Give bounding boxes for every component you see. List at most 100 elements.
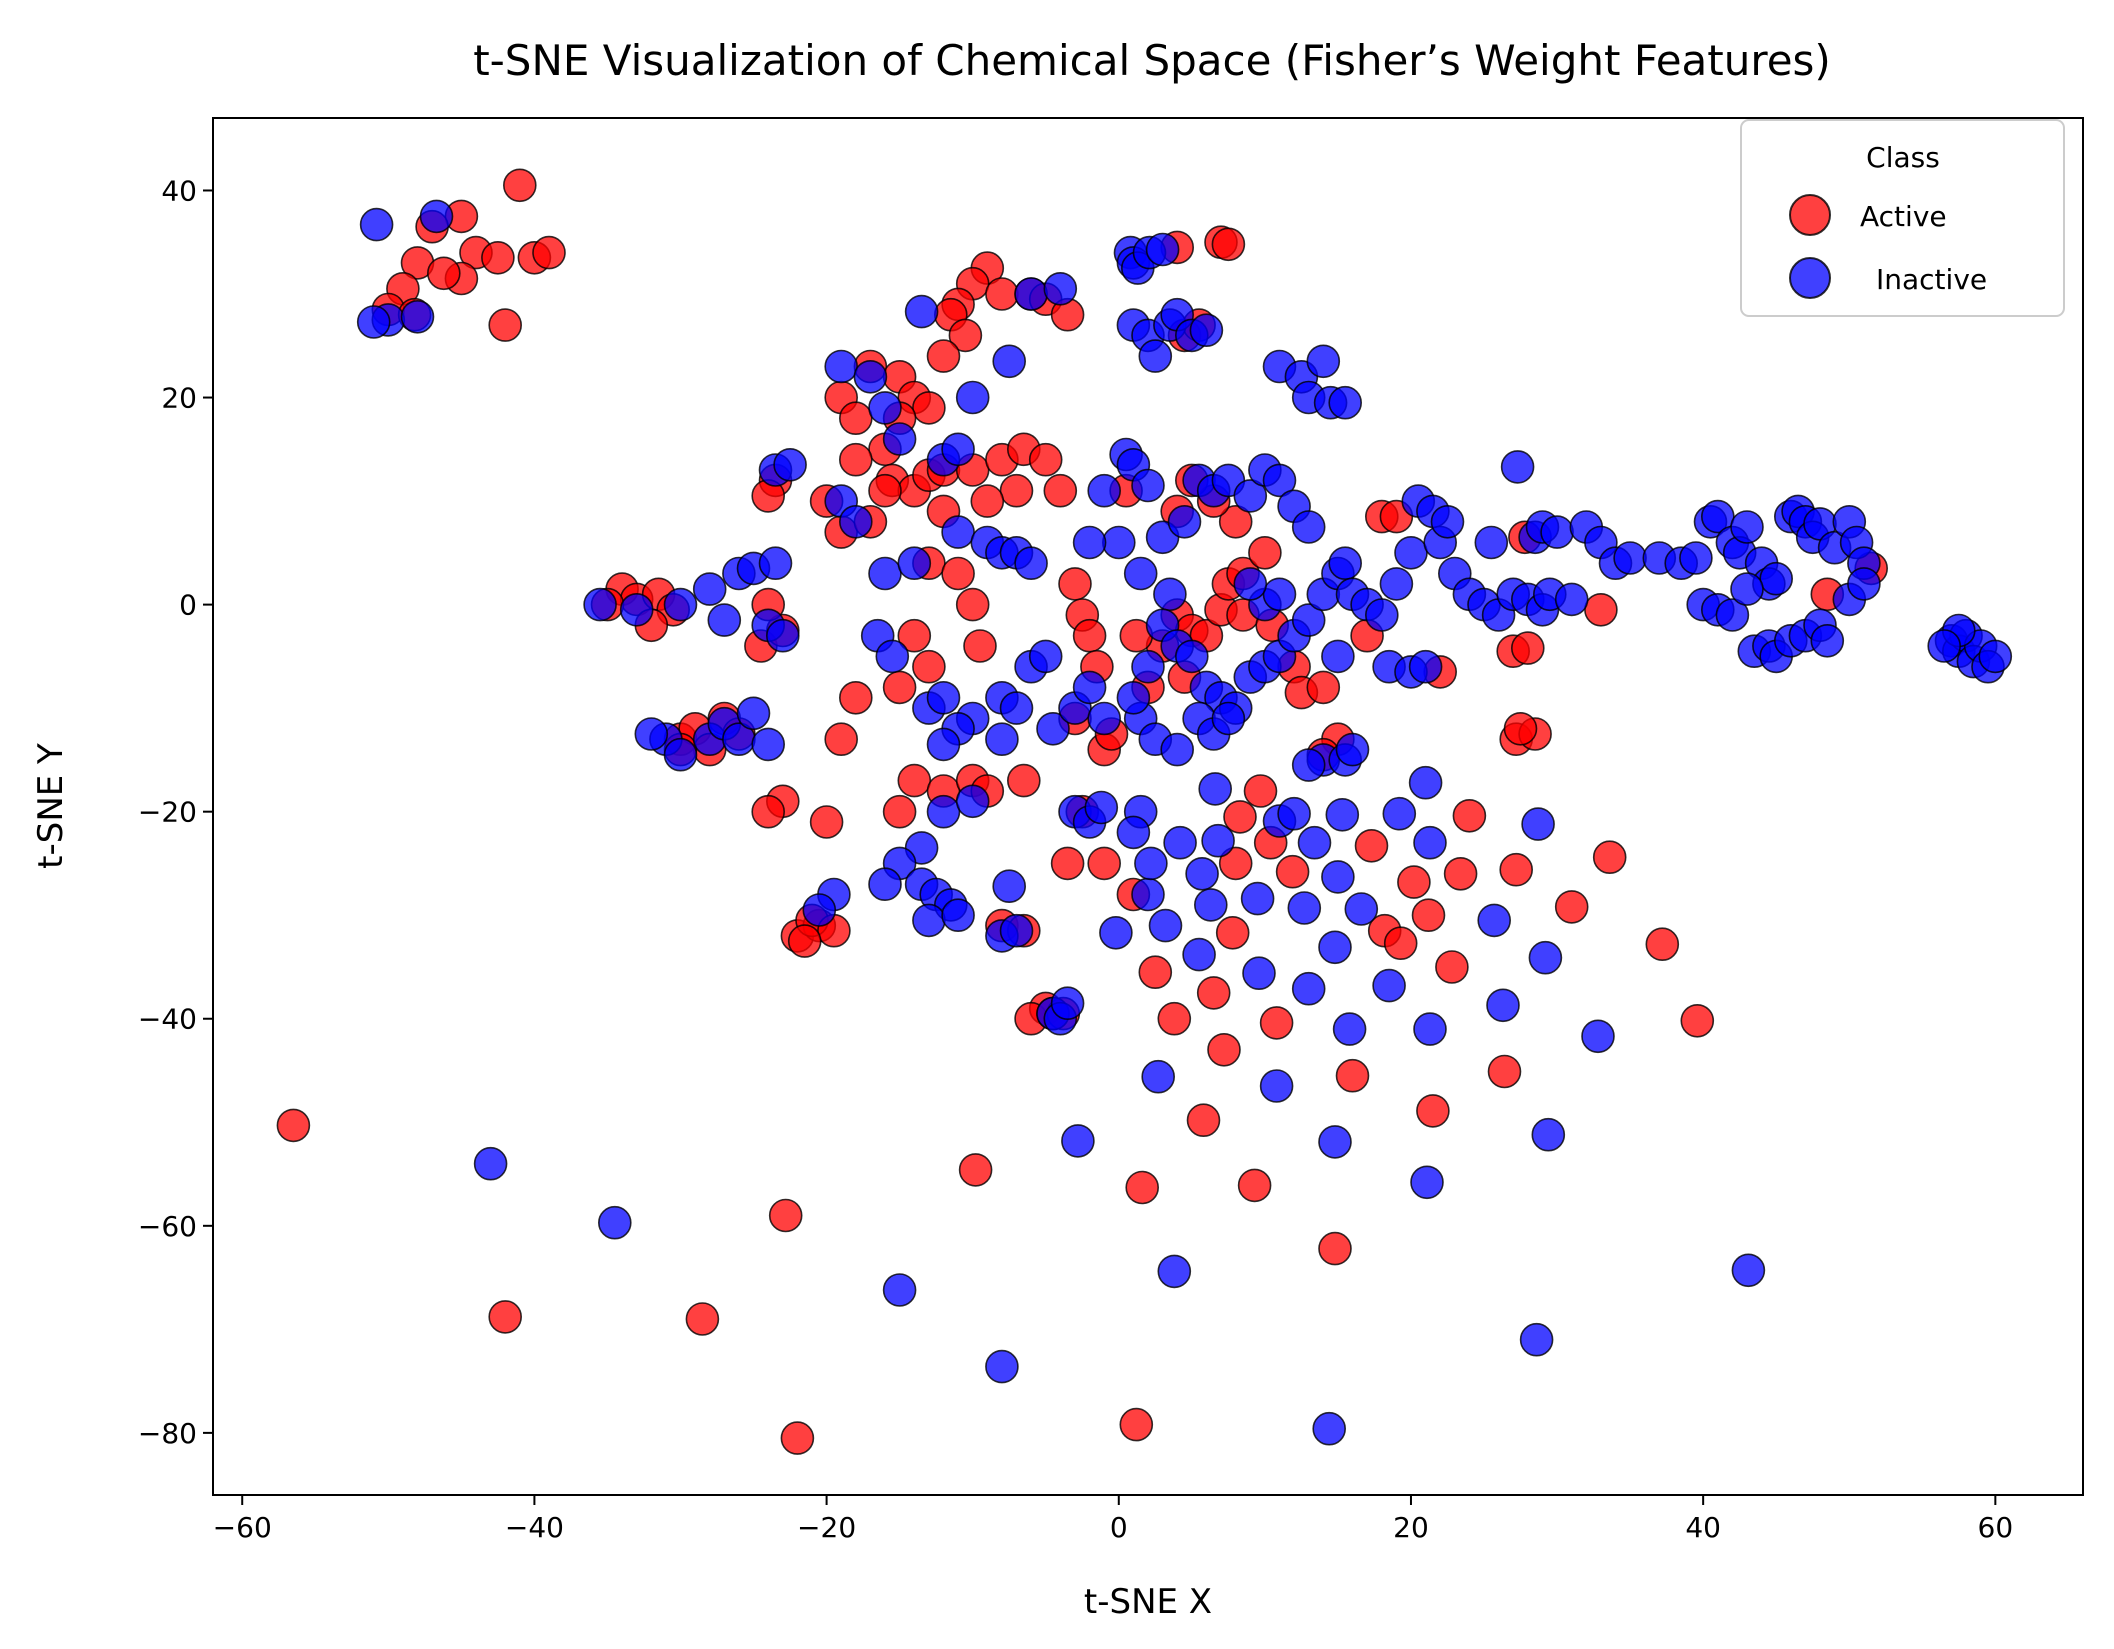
point-inactive	[1810, 623, 1845, 658]
point-inactive	[773, 447, 807, 482]
point-inactive	[1131, 877, 1165, 912]
point-inactive	[1413, 1012, 1447, 1046]
point-inactive	[751, 727, 786, 762]
y-tick-label: −40	[138, 1003, 197, 1036]
point-active	[897, 763, 932, 798]
point-active	[1354, 828, 1389, 863]
point-active	[1125, 1170, 1159, 1205]
point-inactive	[1087, 473, 1121, 508]
point-inactive	[1394, 535, 1428, 570]
point-inactive	[1306, 344, 1341, 379]
point-inactive	[1116, 815, 1151, 850]
y-tick-label: 20	[161, 382, 197, 415]
point-inactive	[882, 1273, 917, 1307]
point-inactive	[1344, 892, 1379, 926]
point-active	[1218, 504, 1253, 539]
point-active	[1306, 670, 1341, 705]
point-inactive	[1318, 930, 1352, 965]
point-active	[1050, 846, 1085, 881]
point-inactive	[1521, 807, 1555, 841]
point-inactive	[1408, 649, 1443, 684]
point-active	[780, 1421, 815, 1455]
point-inactive	[1325, 797, 1360, 832]
point-active	[912, 391, 946, 425]
point-inactive	[1277, 796, 1311, 831]
x-tick-label: 0	[1110, 1511, 1128, 1544]
point-inactive	[1043, 271, 1078, 306]
point-active	[882, 794, 917, 829]
point-inactive	[1477, 903, 1511, 938]
point-inactive	[1312, 1411, 1346, 1446]
point-inactive	[692, 572, 727, 606]
point-inactive	[597, 1205, 632, 1240]
x-axis-label: t-SNE X	[1084, 1582, 1212, 1622]
point-inactive	[999, 691, 1034, 725]
point-active	[1248, 535, 1282, 570]
point-inactive	[1259, 1069, 1294, 1103]
point-active	[1006, 763, 1041, 798]
x-tick-label: 60	[1978, 1511, 2014, 1544]
point-inactive	[400, 299, 435, 334]
point-active	[1645, 927, 1680, 962]
point-inactive	[1335, 732, 1370, 767]
point-inactive	[1540, 515, 1574, 549]
point-inactive	[583, 587, 617, 622]
point-active	[1028, 442, 1063, 477]
point-active	[1259, 1006, 1294, 1040]
point-inactive	[1978, 639, 2013, 674]
point-active	[1138, 955, 1173, 990]
point-inactive	[1182, 937, 1216, 972]
point-inactive	[1262, 463, 1297, 498]
point-inactive	[1157, 1254, 1192, 1289]
point-inactive	[1297, 825, 1332, 860]
point-active	[1223, 800, 1257, 834]
point-active	[963, 629, 997, 663]
point-inactive	[1233, 567, 1268, 601]
point-inactive	[1410, 1165, 1444, 1200]
point-inactive	[1102, 525, 1136, 560]
point-active	[1157, 1001, 1192, 1036]
point-inactive	[1123, 556, 1158, 591]
point-inactive	[1014, 546, 1048, 581]
legend-label-inactive: Inactive	[1876, 263, 1987, 296]
point-active	[426, 256, 461, 291]
legend-marker-inactive	[1789, 257, 1831, 299]
y-tick-label: −20	[138, 796, 197, 829]
point-active	[985, 277, 1019, 311]
point-inactive	[1715, 598, 1750, 632]
point-inactive	[1099, 915, 1133, 950]
chart-title: t-SNE Visualization of Chemical Space (F…	[473, 36, 1831, 85]
point-inactive	[1701, 499, 1735, 534]
point-active	[532, 235, 566, 270]
point-inactive	[663, 737, 698, 772]
point-inactive	[1131, 468, 1165, 503]
point-inactive	[1531, 1117, 1566, 1152]
point-active	[838, 401, 873, 436]
point-inactive	[1927, 629, 1961, 663]
legend-label-active: Active	[1860, 200, 1947, 233]
point-inactive	[634, 717, 669, 751]
point-active	[1554, 890, 1589, 924]
point-inactive	[1262, 577, 1297, 612]
point-active	[1435, 950, 1469, 984]
point-inactive	[356, 305, 391, 339]
point-inactive	[1379, 567, 1414, 601]
point-active	[768, 1198, 803, 1233]
point-active	[955, 587, 990, 622]
plot-frame	[212, 117, 2084, 1496]
point-active	[1207, 1033, 1241, 1067]
point-active	[1243, 774, 1278, 808]
point-inactive	[1291, 603, 1326, 637]
point-inactive	[904, 294, 939, 329]
point-active	[1397, 865, 1431, 899]
point-inactive	[985, 1349, 1019, 1384]
point-inactive	[1148, 908, 1183, 943]
point-inactive	[926, 727, 961, 762]
point-inactive	[1287, 891, 1322, 925]
point-inactive	[1731, 1253, 1766, 1288]
point-inactive	[1160, 732, 1194, 767]
point-inactive	[1084, 790, 1119, 825]
x-tick-label: −40	[505, 1511, 564, 1544]
point-active	[1416, 1094, 1450, 1128]
point-active	[787, 924, 822, 958]
